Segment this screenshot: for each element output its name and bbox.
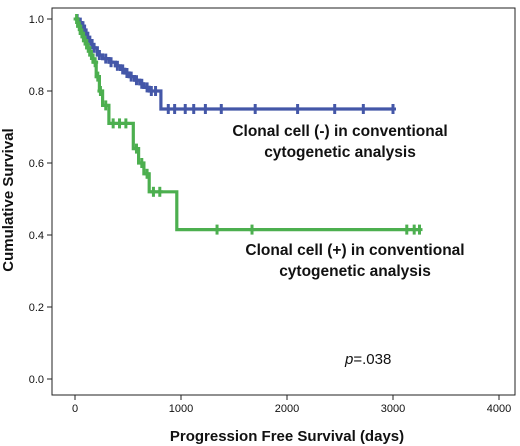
x-axis-label: Progression Free Survival (days) — [170, 428, 404, 445]
annotation-clonal-negative-line2: cytogenetic analysis — [264, 144, 416, 161]
y-tick-label: 0.8 — [29, 86, 44, 98]
survival-series — [73, 14, 423, 235]
x-tick-label: 3000 — [381, 403, 405, 415]
y-tick-label: 0.0 — [29, 374, 44, 386]
plot-frame — [51, 7, 516, 396]
annotation-clonal-negative-line1: Clonal cell (-) in conventional — [232, 123, 447, 140]
annotation-clonal-positive-line2: cytogenetic analysis — [279, 263, 431, 280]
series-clonal-positive — [73, 14, 423, 235]
x-tick-label: 0 — [72, 403, 78, 415]
x-tick-label: 4000 — [487, 403, 511, 415]
annotation-clonal-positive-line1: Clonal cell (+) in conventional — [245, 242, 464, 259]
p-value: p=.038 — [344, 351, 391, 368]
x-tick-label: 1000 — [169, 403, 193, 415]
y-tick-label: 0.4 — [29, 230, 44, 242]
p-value-symbol: p — [344, 351, 353, 368]
y-tick-label: 1.0 — [29, 14, 44, 26]
y-tick-label: 0.6 — [29, 158, 44, 170]
y-tick-label: 0.2 — [29, 302, 44, 314]
x-tick-label: 2000 — [275, 403, 299, 415]
axes — [51, 7, 516, 396]
p-value-number: =.038 — [353, 351, 391, 368]
y-axis-label: Cumulative Survival — [0, 128, 17, 271]
axis-ticks: 0 1000 2000 3000 4000 0.0 0.2 0.4 0.6 0.8 1.0 — [29, 14, 512, 415]
